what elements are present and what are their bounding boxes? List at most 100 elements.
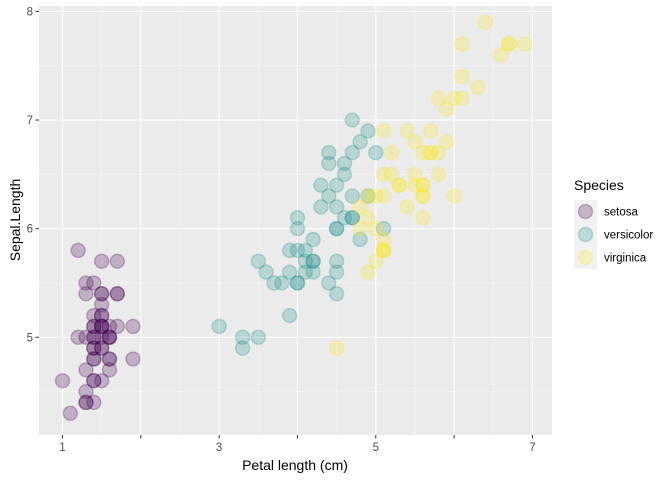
point-setosa [86,329,102,346]
point-virginica [375,242,392,259]
point-virginica [438,101,455,117]
point-setosa [70,242,86,259]
point-versicolor [368,144,384,161]
legend-key-virginica [574,246,597,269]
point-versicolor [289,220,306,237]
point-versicolor [258,264,274,280]
legend-label-versicolor: versicolor [604,230,653,242]
point-versicolor [313,199,329,215]
point-virginica [501,36,517,52]
point-setosa [86,275,102,291]
point-setosa [78,286,94,302]
point-virginica [352,220,368,237]
point-setosa [93,307,110,324]
point-versicolor [321,275,337,291]
point-versicolor [336,210,353,226]
point-versicolor [305,253,321,269]
point-virginica [454,90,470,107]
point-setosa [109,286,126,302]
legend-swatch-setosa [577,203,594,220]
legend-key-versicolor [574,223,597,246]
point-virginica [375,188,392,204]
y-axis-title: Sepal.Length [7,179,23,262]
point-versicolor [305,231,321,248]
point-setosa [101,329,118,346]
point-setosa [93,318,110,335]
y-tick-label: 8 [27,6,33,18]
point-virginica [368,253,384,269]
point-setosa [62,405,79,422]
point-setosa [101,318,118,335]
point-setosa [109,253,126,269]
point-virginica [368,188,384,204]
point-versicolor [234,329,251,346]
point-versicolor [344,144,361,161]
point-virginica [415,188,431,204]
point-versicolor [344,210,361,226]
point-virginica [360,264,376,280]
point-versicolor [375,220,392,237]
point-versicolor [336,155,353,172]
point-virginica [391,177,408,193]
point-setosa [70,329,86,346]
point-versicolor [297,264,314,280]
point-versicolor [344,210,361,226]
point-setosa [78,275,94,291]
point-versicolor [360,123,376,139]
point-versicolor [274,275,290,291]
point-versicolor [344,188,361,204]
point-setosa [93,253,110,269]
point-virginica [415,188,431,204]
point-versicolor [328,286,345,302]
x-axis-title: Petal length (cm) [242,457,348,473]
point-virginica [375,231,392,248]
plot-background [39,6,552,435]
point-versicolor [305,264,321,280]
legend-label-virginica: virginica [604,253,647,265]
point-setosa [78,383,94,400]
point-virginica [415,177,431,193]
point-virginica [415,144,431,161]
y-tick-label: 7 [27,115,33,127]
point-virginica [430,166,447,183]
legend-label-setosa: setosa [604,207,638,219]
point-setosa [101,351,118,367]
point-setosa [86,351,102,367]
point-setosa [93,329,110,346]
point-versicolor [328,199,345,215]
point-virginica [422,123,439,139]
point-setosa [125,351,141,367]
point-setosa [109,286,126,302]
point-virginica [399,199,415,215]
point-versicolor [266,275,282,291]
point-virginica [438,134,455,150]
point-versicolor [344,112,361,128]
point-versicolor [336,166,353,183]
y-tick-label: 5 [27,332,33,344]
point-versicolor [328,220,345,237]
point-setosa [86,372,102,389]
point-versicolor [289,242,306,259]
point-setosa [86,307,102,324]
point-setosa [86,372,102,389]
point-setosa [54,372,71,389]
y-axis: 5 6 7 8 [27,6,39,344]
point-versicolor [328,220,345,237]
point-versicolor [250,329,267,346]
point-virginica [407,177,423,193]
point-versicolor [211,318,227,335]
point-setosa [93,340,110,356]
point-virginica [360,210,376,226]
point-setosa [109,318,126,335]
point-virginica [399,123,415,139]
point-versicolor [328,177,345,193]
point-setosa [93,318,110,335]
point-setosa [86,329,102,346]
legend-key-setosa [574,200,597,223]
point-versicolor [289,275,306,291]
legend-title: Species [574,177,624,193]
point-setosa [86,340,102,356]
point-virginica [415,177,431,193]
point-setosa [93,340,110,356]
